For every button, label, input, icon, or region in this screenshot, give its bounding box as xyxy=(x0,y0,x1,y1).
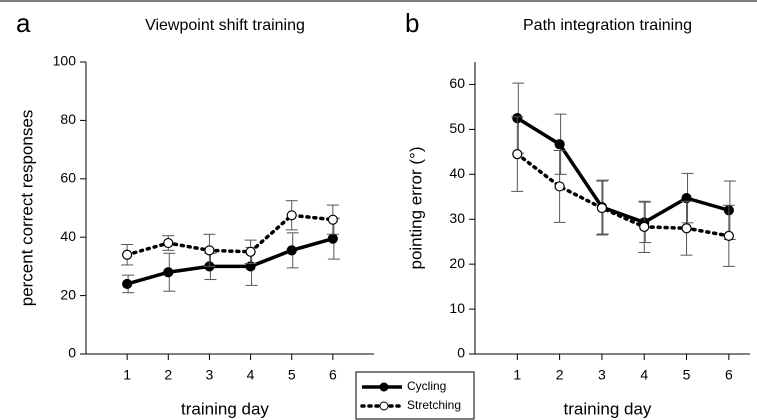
marker xyxy=(554,181,565,192)
y-tick-label: 40 xyxy=(449,165,465,181)
panel-label: b xyxy=(405,8,419,38)
series-line xyxy=(516,116,730,225)
series-line xyxy=(125,213,335,257)
legend-marker xyxy=(379,382,389,392)
chart-title: Viewpoint shift training xyxy=(145,17,305,34)
y-axis-label: pointing error (°) xyxy=(406,146,425,269)
marker xyxy=(204,245,215,256)
y-axis-label: percent correct responses xyxy=(17,110,36,307)
x-tick-label: 1 xyxy=(123,367,131,383)
y-tick-label: 20 xyxy=(449,255,465,271)
series-line xyxy=(515,152,731,238)
x-tick-label: 2 xyxy=(556,367,564,383)
x-tick-label: 5 xyxy=(288,367,296,383)
y-tick-label: 60 xyxy=(449,75,465,91)
marker xyxy=(163,237,174,249)
legend-label: Cycling xyxy=(407,379,446,393)
marker xyxy=(122,278,133,290)
legend-marker xyxy=(379,401,389,411)
marker xyxy=(681,223,692,234)
x-tick-label: 2 xyxy=(164,367,172,383)
x-axis-label: training day xyxy=(181,399,269,418)
marker xyxy=(327,214,338,225)
marker xyxy=(122,249,133,260)
marker xyxy=(163,267,174,278)
x-tick-label: 3 xyxy=(598,367,606,383)
x-tick-label: 6 xyxy=(725,367,733,383)
marker xyxy=(286,245,297,256)
x-tick-label: 5 xyxy=(683,367,691,383)
x-tick-label: 3 xyxy=(206,367,214,383)
panel-label: a xyxy=(16,8,31,38)
marker xyxy=(554,139,565,150)
y-tick-label: 50 xyxy=(449,120,465,136)
x-tick-label: 4 xyxy=(640,367,648,383)
x-tick-label: 4 xyxy=(247,367,255,383)
marker xyxy=(596,202,608,214)
x-axis-label: training day xyxy=(564,399,652,418)
marker xyxy=(512,148,523,160)
y-tick-label: 40 xyxy=(60,228,76,244)
y-tick-label: 0 xyxy=(457,345,465,361)
y-tick-label: 0 xyxy=(68,345,76,361)
legend-label: Stretching xyxy=(407,398,461,412)
marker xyxy=(245,246,256,257)
series-line xyxy=(126,236,334,286)
marker xyxy=(639,221,650,232)
y-tick-label: 60 xyxy=(60,170,76,186)
chart-title: Path integration training xyxy=(523,17,692,34)
marker xyxy=(286,210,297,221)
y-tick-label: 100 xyxy=(53,53,77,69)
marker xyxy=(327,233,338,244)
y-tick-label: 30 xyxy=(449,210,465,226)
x-tick-label: 1 xyxy=(513,367,521,383)
legend-box xyxy=(355,371,475,420)
y-tick-label: 20 xyxy=(60,286,76,302)
x-tick-label: 6 xyxy=(329,367,337,383)
y-tick-label: 10 xyxy=(449,300,465,316)
marker xyxy=(723,230,734,241)
y-tick-label: 80 xyxy=(60,111,76,127)
